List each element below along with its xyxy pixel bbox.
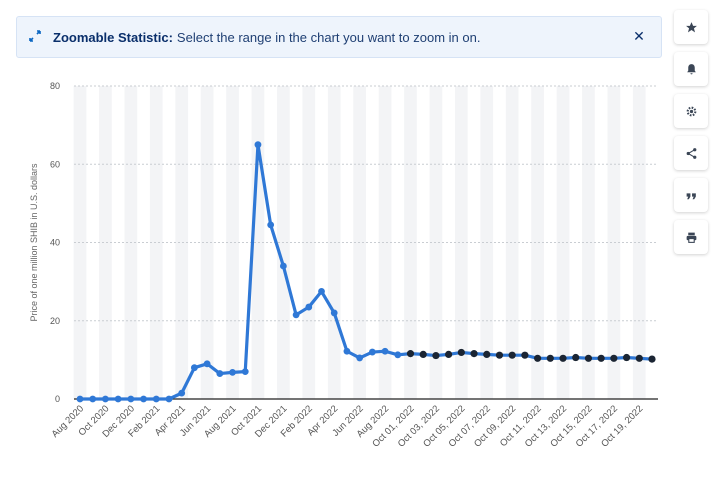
data-point	[318, 288, 325, 295]
data-point	[546, 354, 554, 362]
bell-icon	[686, 63, 696, 74]
data-point	[114, 395, 122, 403]
cite-button[interactable]	[674, 178, 708, 212]
data-point	[648, 355, 656, 363]
data-point	[419, 350, 427, 358]
quote-icon	[686, 192, 696, 199]
star-icon	[685, 21, 697, 32]
data-point	[330, 309, 338, 317]
data-point	[470, 350, 478, 358]
y-tick-label: 40	[50, 238, 60, 248]
data-point	[610, 354, 618, 362]
background-band	[378, 86, 392, 399]
data-point	[381, 347, 389, 355]
data-point	[127, 395, 135, 403]
data-point	[495, 351, 504, 359]
close-icon[interactable]: ✕	[633, 28, 645, 44]
data-point	[152, 395, 160, 403]
data-point	[267, 221, 275, 229]
data-point	[635, 354, 643, 362]
background-band	[226, 86, 239, 399]
gear-icon	[686, 106, 696, 116]
data-point	[254, 141, 262, 149]
data-point	[241, 368, 249, 376]
share-button[interactable]	[674, 136, 708, 170]
data-point	[445, 350, 453, 358]
data-point	[229, 368, 236, 376]
y-tick-label: 20	[50, 316, 60, 326]
data-point	[534, 354, 542, 362]
share-icon	[686, 147, 696, 159]
line-chart[interactable]: 0 20 40 60 80 Price of one million SHIB in U.…	[0, 66, 668, 480]
favorite-button[interactable]	[674, 10, 708, 44]
banner-title: Zoomable Statistic:	[53, 29, 173, 45]
series-line	[78, 143, 654, 401]
data-point	[89, 395, 97, 403]
data-point	[622, 353, 631, 362]
data-point	[140, 395, 147, 403]
zoomable-statistic-banner: Zoomable Statistic: Select the range in …	[16, 16, 662, 58]
data-point	[165, 395, 173, 403]
background-band	[99, 86, 112, 399]
data-point	[394, 351, 402, 359]
zoom-expand-icon	[17, 29, 53, 45]
data-point	[356, 354, 364, 362]
data-point	[432, 351, 440, 360]
data-point	[343, 347, 351, 355]
print-icon	[686, 232, 696, 243]
banner-text: Select the range in the chart you want t…	[176, 29, 481, 45]
data-point	[102, 395, 109, 403]
chart-svg[interactable]: 0 20 40 60 80 Price of one million SHIB in U.…	[0, 66, 668, 480]
y-tick-label: 0	[55, 394, 60, 404]
data-point	[559, 354, 567, 362]
data-point	[191, 364, 198, 372]
y-tick-label: 60	[50, 159, 60, 169]
data-point	[406, 350, 415, 358]
y-axis-label: Price of one million SHIB in U.S. dollar…	[29, 163, 39, 322]
data-point	[483, 350, 491, 358]
data-point	[279, 262, 287, 270]
data-point	[203, 360, 211, 368]
data-point	[292, 311, 300, 319]
background-band	[302, 86, 316, 399]
data-point	[584, 354, 593, 362]
data-point	[178, 389, 186, 397]
data-point	[521, 351, 529, 359]
data-point	[457, 348, 465, 357]
notification-button[interactable]	[674, 52, 708, 86]
data-point	[508, 351, 516, 359]
side-toolbar	[674, 10, 708, 262]
data-point	[305, 303, 313, 311]
data-point	[216, 370, 224, 377]
data-point	[368, 348, 376, 356]
y-tick-label: 80	[50, 81, 60, 91]
data-point	[572, 353, 580, 362]
print-button[interactable]	[674, 220, 708, 254]
data-point	[597, 354, 605, 362]
data-point	[76, 395, 84, 403]
settings-button[interactable]	[674, 94, 708, 128]
